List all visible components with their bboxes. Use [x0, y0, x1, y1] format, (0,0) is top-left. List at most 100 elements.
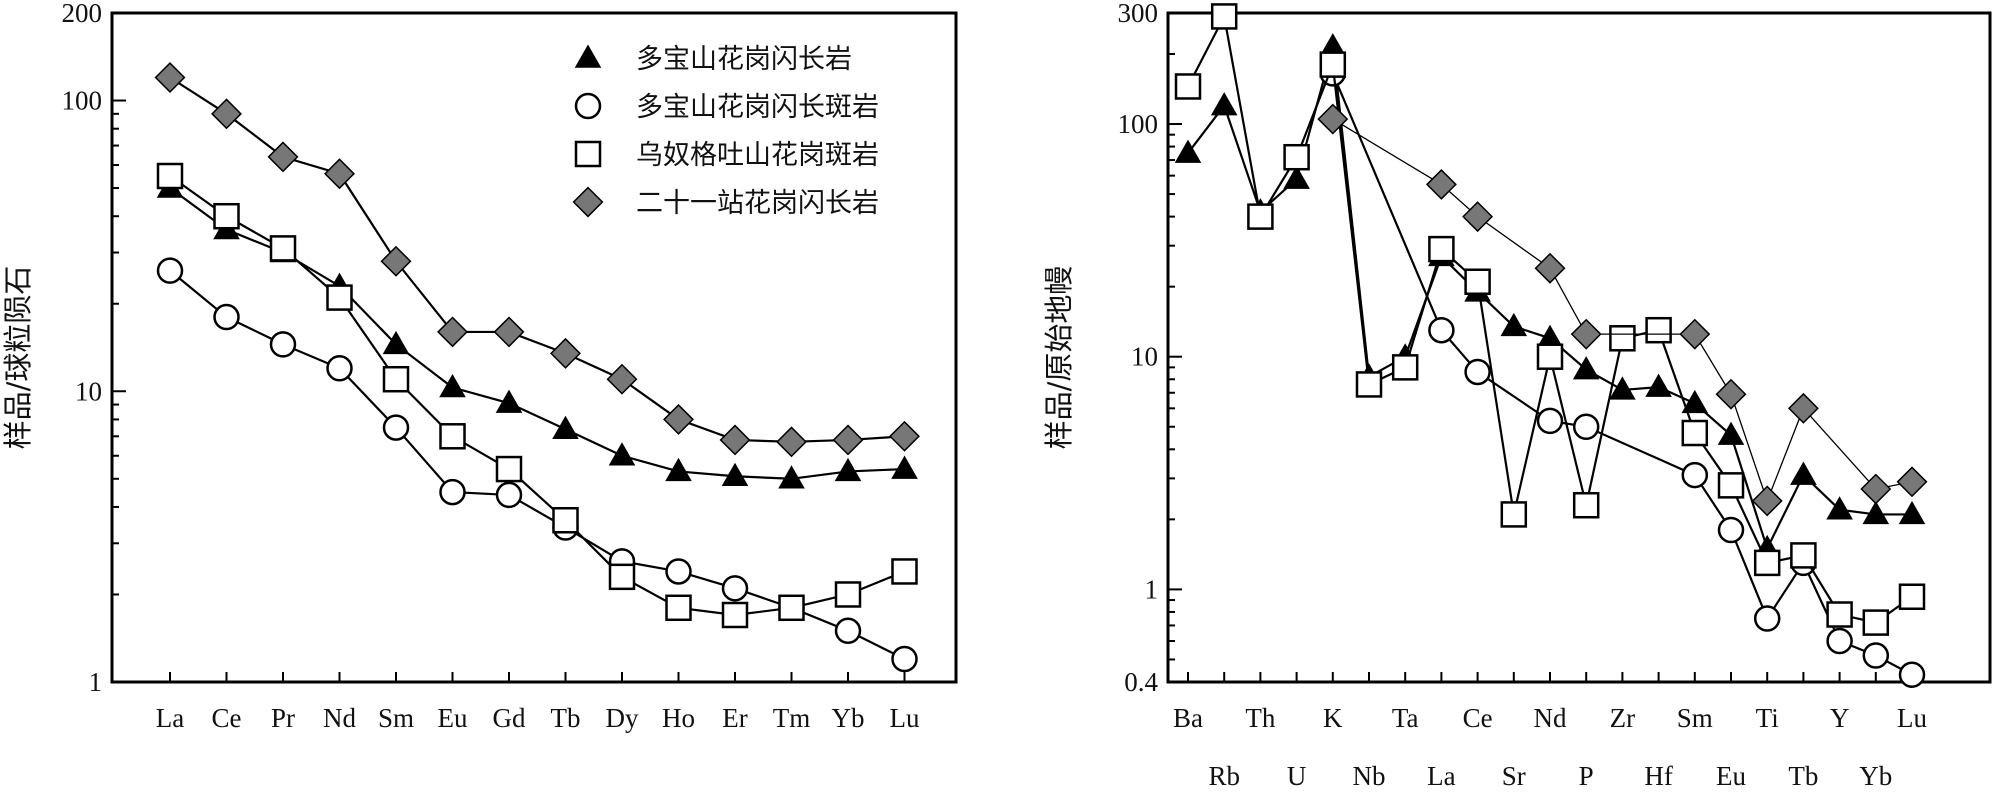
- point-rb: [1210, 92, 1238, 116]
- point-pr: [269, 331, 297, 358]
- point-sm: [382, 365, 410, 393]
- x-tick-label-y: Y: [1830, 703, 1850, 733]
- point-la: [154, 62, 186, 93]
- x-tick-label-lu: Lu: [890, 703, 920, 733]
- x-tick-label-k: K: [1323, 703, 1343, 733]
- point-u: [1283, 165, 1310, 189]
- x-tick-label-hf: Hf: [1644, 761, 1673, 791]
- x-tick-label-yb: Yb: [1859, 761, 1892, 791]
- y-tick-label: 10: [1131, 342, 1158, 372]
- x-tick-label-ba: Ba: [1173, 703, 1203, 733]
- point-nd: [324, 158, 355, 190]
- legend-label-3: 乌奴格吐山花岗斑岩: [636, 140, 879, 171]
- legend-marker-2: [574, 92, 602, 120]
- x-tick-label-sm: Sm: [378, 703, 414, 733]
- x-tick-label-la: La: [1427, 761, 1455, 791]
- x-tick-label-eu: Eu: [438, 703, 468, 733]
- series-line: [1187, 13, 1913, 624]
- point-dy: [608, 563, 636, 591]
- point-ce: [211, 98, 242, 130]
- point-lu: [1898, 583, 1926, 610]
- x-tick-label-nd: Nd: [1534, 703, 1567, 733]
- point-eu: [439, 374, 466, 398]
- legend-label-4: 二十一站花岗闪长岩: [636, 188, 879, 219]
- point-y: [1826, 496, 1853, 520]
- point-ho: [665, 558, 692, 585]
- x-tick-label-zr: Zr: [1610, 703, 1635, 733]
- point-tb: [552, 507, 579, 534]
- point-p: [1572, 356, 1600, 380]
- point-ho: [663, 403, 694, 435]
- point-pr: [269, 235, 297, 262]
- point-yb: [1860, 473, 1892, 505]
- point-zr: [1609, 325, 1636, 352]
- point-k: [1317, 103, 1349, 135]
- point-lu: [1896, 466, 1928, 498]
- point-hf: [1645, 316, 1672, 344]
- point-lu: [891, 645, 918, 673]
- point-yb: [834, 457, 862, 482]
- point-sm: [1681, 461, 1709, 489]
- point-nd: [1534, 252, 1566, 284]
- x-tick-label-th: Th: [1245, 703, 1275, 733]
- x-tick-label-pr: Pr: [271, 703, 295, 733]
- x-tick-label-er: Er: [722, 703, 747, 733]
- point-ba: [1174, 73, 1202, 100]
- point-eu: [437, 316, 468, 348]
- point-sm: [1681, 419, 1709, 447]
- series-3: [156, 162, 918, 629]
- point-gd: [495, 455, 523, 483]
- y-axis-title: 样品/球粒陨石: [1, 266, 35, 450]
- x-tick-label-sr: Sr: [1502, 761, 1526, 791]
- point-tm: [778, 465, 805, 489]
- point-ta: [1391, 354, 1419, 381]
- point-nd: [1536, 343, 1564, 370]
- point-sr: [1500, 312, 1528, 337]
- point-yb: [834, 617, 862, 645]
- point-sm: [382, 330, 410, 355]
- y-tick-label: 1: [89, 667, 103, 697]
- series-4: [154, 62, 920, 458]
- point-lu: [891, 455, 918, 479]
- point-sm: [380, 245, 412, 277]
- point-er: [721, 601, 749, 629]
- point-la: [156, 257, 184, 284]
- point-yb: [832, 424, 864, 456]
- x-tick-label-gd: Gd: [493, 703, 526, 733]
- point-nd: [326, 354, 353, 382]
- point-ce: [1464, 358, 1491, 386]
- point-ti: [1751, 485, 1783, 517]
- chart-1: 1 10 100 200 La Ce Pr Nd Sm Eu Gd Tb Dy Ho Er Tm Yb Lu 样品/…: [1, 0, 958, 733]
- point-la: [156, 162, 184, 190]
- point-ce: [1464, 268, 1491, 295]
- x-tick-label-ti: Ti: [1756, 703, 1779, 733]
- point-p: [1572, 491, 1600, 519]
- y-tick-label: 1: [1145, 574, 1159, 604]
- point-y: [1826, 601, 1853, 628]
- x-tick-label-ce: Ce: [212, 703, 242, 733]
- point-eu: [439, 423, 466, 450]
- x-tick-label-lu: Lu: [1897, 703, 1927, 733]
- legend-marker-4: [572, 186, 604, 218]
- y-tick-label: 300: [1118, 0, 1159, 28]
- series-4: [1317, 103, 1928, 517]
- point-k: [1319, 51, 1347, 78]
- x-tick-label-yb: Yb: [832, 703, 865, 733]
- point-eu: [1717, 472, 1745, 499]
- x-tick-label-nd: Nd: [323, 703, 356, 733]
- point-yb: [834, 581, 862, 608]
- legend-marker-3: [574, 140, 602, 168]
- x-tick-label-ta: Ta: [1392, 703, 1419, 733]
- point-ti: [1753, 605, 1781, 632]
- point-yb: [1862, 500, 1890, 525]
- point-sm: [382, 414, 410, 441]
- x-tick-label-nb: Nb: [1353, 761, 1386, 791]
- point-p: [1570, 318, 1602, 350]
- point-er: [721, 575, 749, 602]
- y-tick-label: 100: [1118, 109, 1159, 139]
- point-sr: [1500, 501, 1528, 528]
- x-tick-label-p: P: [1579, 761, 1594, 791]
